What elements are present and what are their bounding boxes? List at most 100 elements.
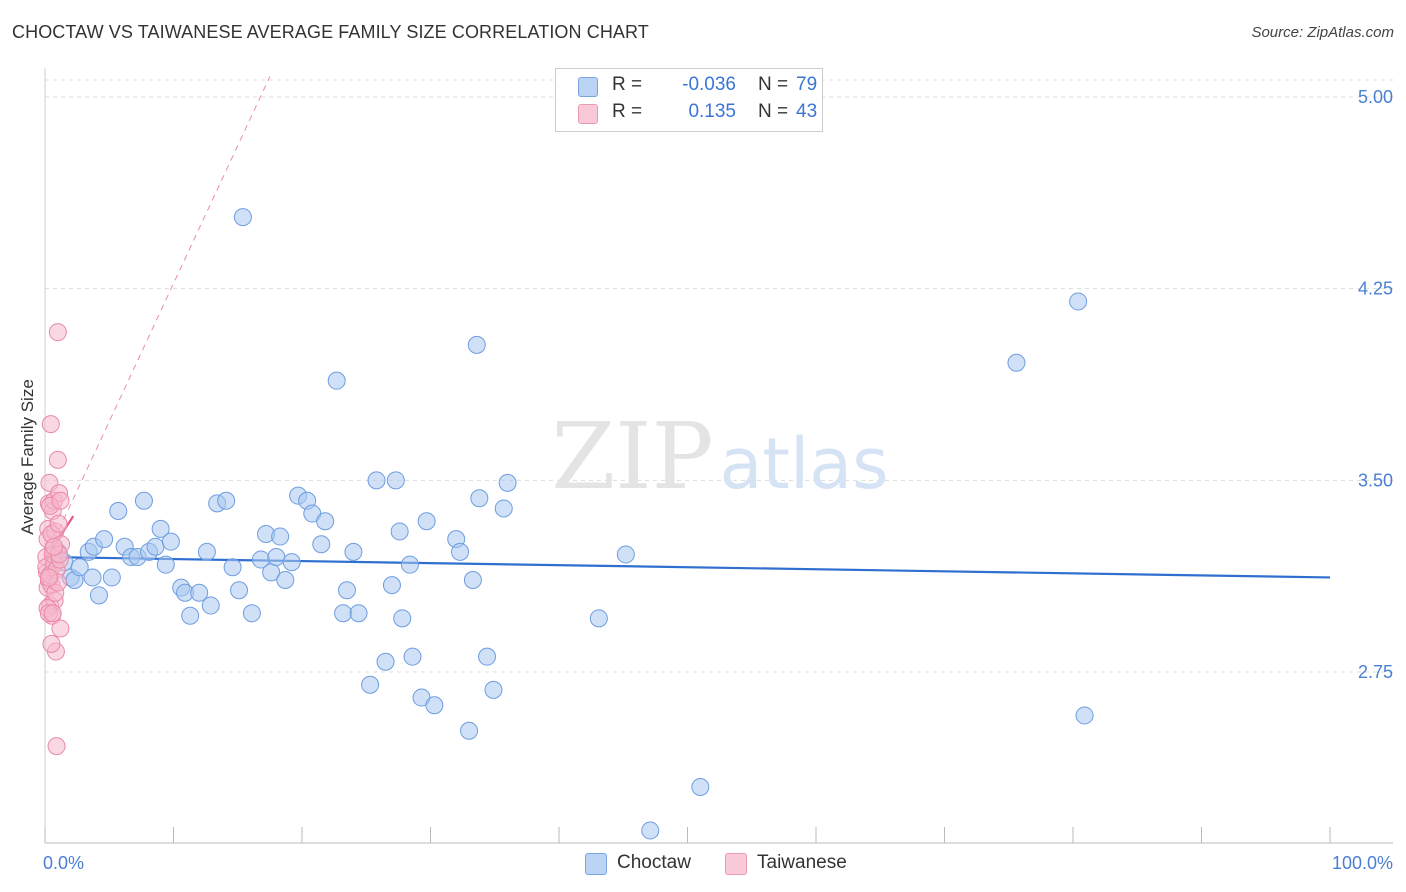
r-label: R = xyxy=(612,101,643,122)
choctaw-point xyxy=(417,512,436,531)
y-tick-label: 2.75 xyxy=(1358,662,1393,682)
taiwanese-point xyxy=(44,537,63,556)
choctaw-point xyxy=(1069,292,1088,311)
choctaw-point xyxy=(312,535,331,554)
choctaw-point xyxy=(361,675,380,694)
taiwanese-point xyxy=(51,619,70,638)
x-axis-ticks xyxy=(44,827,1331,843)
taiwanese-trend-extension xyxy=(44,76,271,560)
taiwanese-point xyxy=(42,634,61,653)
y-axis-title: Average Family Size xyxy=(18,379,37,535)
taiwanese-point xyxy=(49,514,68,533)
choctaw-point xyxy=(151,519,170,538)
choctaw-point xyxy=(134,491,153,510)
choctaw-point xyxy=(484,680,503,699)
taiwanese-point xyxy=(48,450,67,469)
choctaw-point xyxy=(393,609,412,628)
choctaw-point xyxy=(95,530,114,549)
y-axis-tick-labels: 2.75 3.50 4.25 5.00 xyxy=(1358,87,1393,682)
taiwanese-point xyxy=(41,415,60,434)
choctaw-point xyxy=(616,545,635,564)
taiwanese-point xyxy=(47,737,66,756)
choctaw-point xyxy=(641,821,660,840)
choctaw-point xyxy=(390,522,409,541)
r-label: R = xyxy=(612,74,643,95)
choctaw-point xyxy=(691,778,710,796)
legend-label-taiwanese: Taiwanese xyxy=(757,852,847,873)
r-value: -0.036 xyxy=(682,74,736,95)
choctaw-point xyxy=(109,502,128,520)
choctaw-point xyxy=(242,604,261,623)
n-label: N = xyxy=(758,101,789,122)
choctaw-point xyxy=(460,721,479,740)
taiwanese-point xyxy=(43,604,62,623)
correlation-legend: R = -0.036 N = 79 R = 0.135 N = 43 xyxy=(555,68,823,132)
choctaw-point xyxy=(1075,706,1094,725)
watermark-zip: ZIP xyxy=(551,403,713,510)
choctaw-point xyxy=(267,548,286,566)
taiwanese-swatch xyxy=(725,853,747,875)
choctaw-point xyxy=(376,652,395,671)
choctaw-point xyxy=(201,596,220,615)
choctaw-point xyxy=(334,604,353,623)
choctaw-point xyxy=(463,571,482,589)
choctaw-point xyxy=(190,583,209,602)
choctaw-point xyxy=(494,499,513,518)
taiwanese-point xyxy=(39,568,58,587)
choctaw-point xyxy=(89,586,108,605)
r-value: 0.135 xyxy=(688,101,736,122)
choctaw-point xyxy=(367,471,386,490)
choctaw-point xyxy=(223,558,242,577)
y-tick-label: 3.50 xyxy=(1358,470,1393,490)
legend-label-choctaw: Choctaw xyxy=(617,852,691,873)
choctaw-point xyxy=(230,581,249,600)
choctaw-point xyxy=(1007,353,1026,372)
choctaw-point xyxy=(197,542,216,561)
choctaw-point xyxy=(400,555,419,574)
data-points xyxy=(37,208,1094,840)
choctaw-swatch xyxy=(578,77,598,97)
x-tick-label-min: 0.0% xyxy=(43,853,84,873)
choctaw-point xyxy=(217,491,236,510)
n-value: 79 xyxy=(796,74,818,95)
choctaw-point xyxy=(156,555,175,574)
choctaw-point xyxy=(276,571,295,589)
taiwanese-point xyxy=(48,323,67,342)
choctaw-point xyxy=(403,647,422,666)
choctaw-point xyxy=(102,568,121,587)
choctaw-point xyxy=(316,512,335,531)
choctaw-point xyxy=(425,696,444,715)
choctaw-point xyxy=(337,581,356,600)
choctaw-point xyxy=(386,471,405,490)
choctaw-point xyxy=(327,371,346,390)
choctaw-point xyxy=(478,647,497,666)
choctaw-point xyxy=(467,335,486,354)
n-value: 43 xyxy=(796,101,818,122)
x-tick-label-max: 100.0% xyxy=(1332,853,1393,873)
choctaw-point xyxy=(589,609,608,628)
choctaw-point xyxy=(146,537,165,556)
choctaw-point xyxy=(349,604,368,623)
n-label: N = xyxy=(758,74,789,95)
choctaw-point xyxy=(83,568,102,587)
watermark-atlas: atlas xyxy=(720,423,889,505)
source-label: Source: ZipAtlas.com xyxy=(1251,24,1394,41)
choctaw-point xyxy=(282,553,301,572)
taiwanese-swatch xyxy=(578,104,598,124)
choctaw-point xyxy=(451,542,470,561)
chart-title: CHOCTAW VS TAIWANESE AVERAGE FAMILY SIZE… xyxy=(12,22,649,42)
choctaw-point xyxy=(181,606,200,625)
choctaw-swatch xyxy=(585,853,607,875)
taiwanese-point xyxy=(51,491,70,510)
choctaw-point xyxy=(470,489,489,508)
choctaw-point xyxy=(271,527,290,546)
y-tick-label: 5.00 xyxy=(1358,87,1393,107)
watermark: ZIPatlas xyxy=(551,403,888,510)
y-tick-label: 4.25 xyxy=(1358,279,1393,299)
choctaw-point xyxy=(70,558,89,577)
choctaw-point xyxy=(382,576,401,595)
choctaw-point xyxy=(498,473,517,492)
choctaw-point xyxy=(233,208,252,227)
choctaw-point xyxy=(161,532,180,551)
